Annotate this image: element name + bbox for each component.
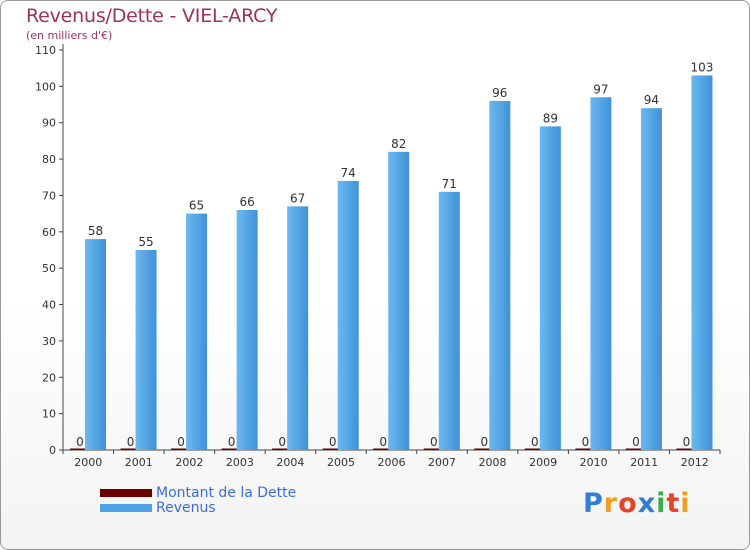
y-tick-label: 60 — [42, 226, 56, 239]
y-tick-label: 30 — [42, 335, 56, 348]
x-tick-label-2008: 2008 — [479, 456, 507, 469]
data-label-dette-2004: 0 — [278, 435, 286, 449]
bar-dette-2010 — [575, 448, 596, 450]
bar-dette-2003 — [221, 448, 242, 450]
y-tick-label: 40 — [42, 299, 56, 312]
y-tick-label: 80 — [42, 153, 56, 166]
bar-dette-2001 — [120, 448, 141, 450]
bar-revenus-2004 — [287, 206, 309, 450]
data-label-dette-2002: 0 — [177, 435, 185, 449]
x-tick-label-2010: 2010 — [580, 456, 608, 469]
bar-revenus-2010 — [590, 97, 612, 450]
bar-dette-2000 — [70, 448, 90, 450]
logo-letter: i — [680, 488, 691, 519]
data-label-revenus-2007: 71 — [442, 177, 457, 191]
bar-revenus-2000 — [85, 239, 106, 450]
bar-dette-2004 — [272, 448, 293, 450]
chart-subtitle: (en milliers d'€) — [26, 29, 113, 42]
data-label-revenus-2005: 74 — [341, 166, 356, 180]
data-label-dette-2008: 0 — [480, 435, 488, 449]
data-label-revenus-2004: 67 — [290, 191, 305, 205]
legend-label-revenus: Revenus — [156, 500, 216, 516]
data-label-dette-2011: 0 — [632, 435, 640, 449]
x-tick-label-2004: 2004 — [276, 456, 304, 469]
y-tick-label: 90 — [42, 117, 56, 130]
bar-revenus-2006 — [388, 151, 410, 450]
data-label-dette-2005: 0 — [329, 435, 337, 449]
x-tick-label-2006: 2006 — [378, 456, 406, 469]
x-tick-label-2000: 2000 — [74, 456, 102, 469]
legend-swatch-dette — [100, 489, 152, 497]
x-tick-label-2011: 2011 — [630, 456, 658, 469]
x-tick-label-2009: 2009 — [529, 456, 557, 469]
bar-dette-2011 — [625, 448, 646, 450]
data-label-revenus-2000: 58 — [88, 224, 103, 238]
logo-letter: P — [583, 488, 604, 519]
bar-dette-2007 — [423, 448, 444, 450]
bar-revenus-2011 — [640, 108, 662, 450]
data-label-revenus-2009: 89 — [543, 111, 558, 125]
data-label-dette-2000: 0 — [76, 435, 84, 449]
x-tick-label-2005: 2005 — [327, 456, 355, 469]
legend-label-dette: Montant de la Dette — [156, 485, 297, 501]
y-tick-label: 110 — [35, 44, 56, 57]
bar-dette-2006 — [373, 448, 394, 450]
logo-letter: t — [666, 488, 681, 519]
x-tick-label-2001: 2001 — [125, 456, 153, 469]
data-label-revenus-2008: 96 — [492, 86, 507, 100]
data-label-revenus-2010: 97 — [593, 82, 608, 96]
data-label-revenus-2006: 82 — [391, 137, 406, 151]
bar-dette-2012 — [676, 448, 697, 450]
data-label-dette-2007: 0 — [430, 435, 438, 449]
data-label-dette-2009: 0 — [531, 435, 539, 449]
logo-letter: o — [618, 488, 638, 519]
chart-title: Revenus/Dette - VIEL-ARCY — [26, 5, 278, 27]
x-tick-label-2012: 2012 — [681, 456, 709, 469]
x-tick-label-2003: 2003 — [226, 456, 254, 469]
y-tick-label: 0 — [49, 444, 56, 457]
bar-revenus-2001 — [135, 250, 157, 450]
data-label-dette-2006: 0 — [379, 435, 387, 449]
bar-revenus-2012 — [691, 75, 713, 451]
bar-dette-2008 — [474, 448, 495, 450]
logo-letter: i — [656, 488, 667, 519]
data-label-dette-2001: 0 — [127, 435, 135, 449]
y-tick-label: 10 — [42, 408, 56, 421]
bar-revenus-2008 — [489, 100, 511, 450]
y-tick-label: 20 — [42, 371, 56, 384]
x-tick-label-2002: 2002 — [175, 456, 203, 469]
bar-revenus-2005 — [337, 180, 359, 450]
data-label-revenus-2003: 66 — [239, 195, 254, 209]
data-label-dette-2003: 0 — [228, 435, 236, 449]
bar-revenus-2007 — [438, 191, 460, 450]
data-label-revenus-2011: 94 — [644, 93, 659, 107]
y-tick-label: 50 — [42, 262, 56, 275]
y-tick-label: 70 — [42, 189, 56, 202]
proxiti-logo[interactable]: Proxiti — [583, 488, 691, 519]
legend-swatch-revenus — [100, 504, 152, 512]
bar-revenus-2009 — [539, 126, 561, 450]
data-label-dette-2012: 0 — [683, 435, 691, 449]
data-label-dette-2010: 0 — [582, 435, 590, 449]
logo-letter: r — [603, 488, 619, 519]
bar-dette-2002 — [171, 448, 192, 450]
data-label-revenus-2001: 55 — [138, 235, 153, 249]
bar-revenus-2002 — [186, 213, 208, 450]
x-tick-label-2007: 2007 — [428, 456, 456, 469]
y-tick-label: 100 — [35, 80, 56, 93]
bar-dette-2009 — [524, 448, 545, 450]
bar-revenus-2003 — [236, 210, 258, 450]
data-label-revenus-2012: 103 — [691, 60, 714, 74]
logo-letter: x — [637, 488, 657, 519]
bar-dette-2005 — [322, 448, 343, 450]
data-label-revenus-2002: 65 — [189, 199, 204, 213]
